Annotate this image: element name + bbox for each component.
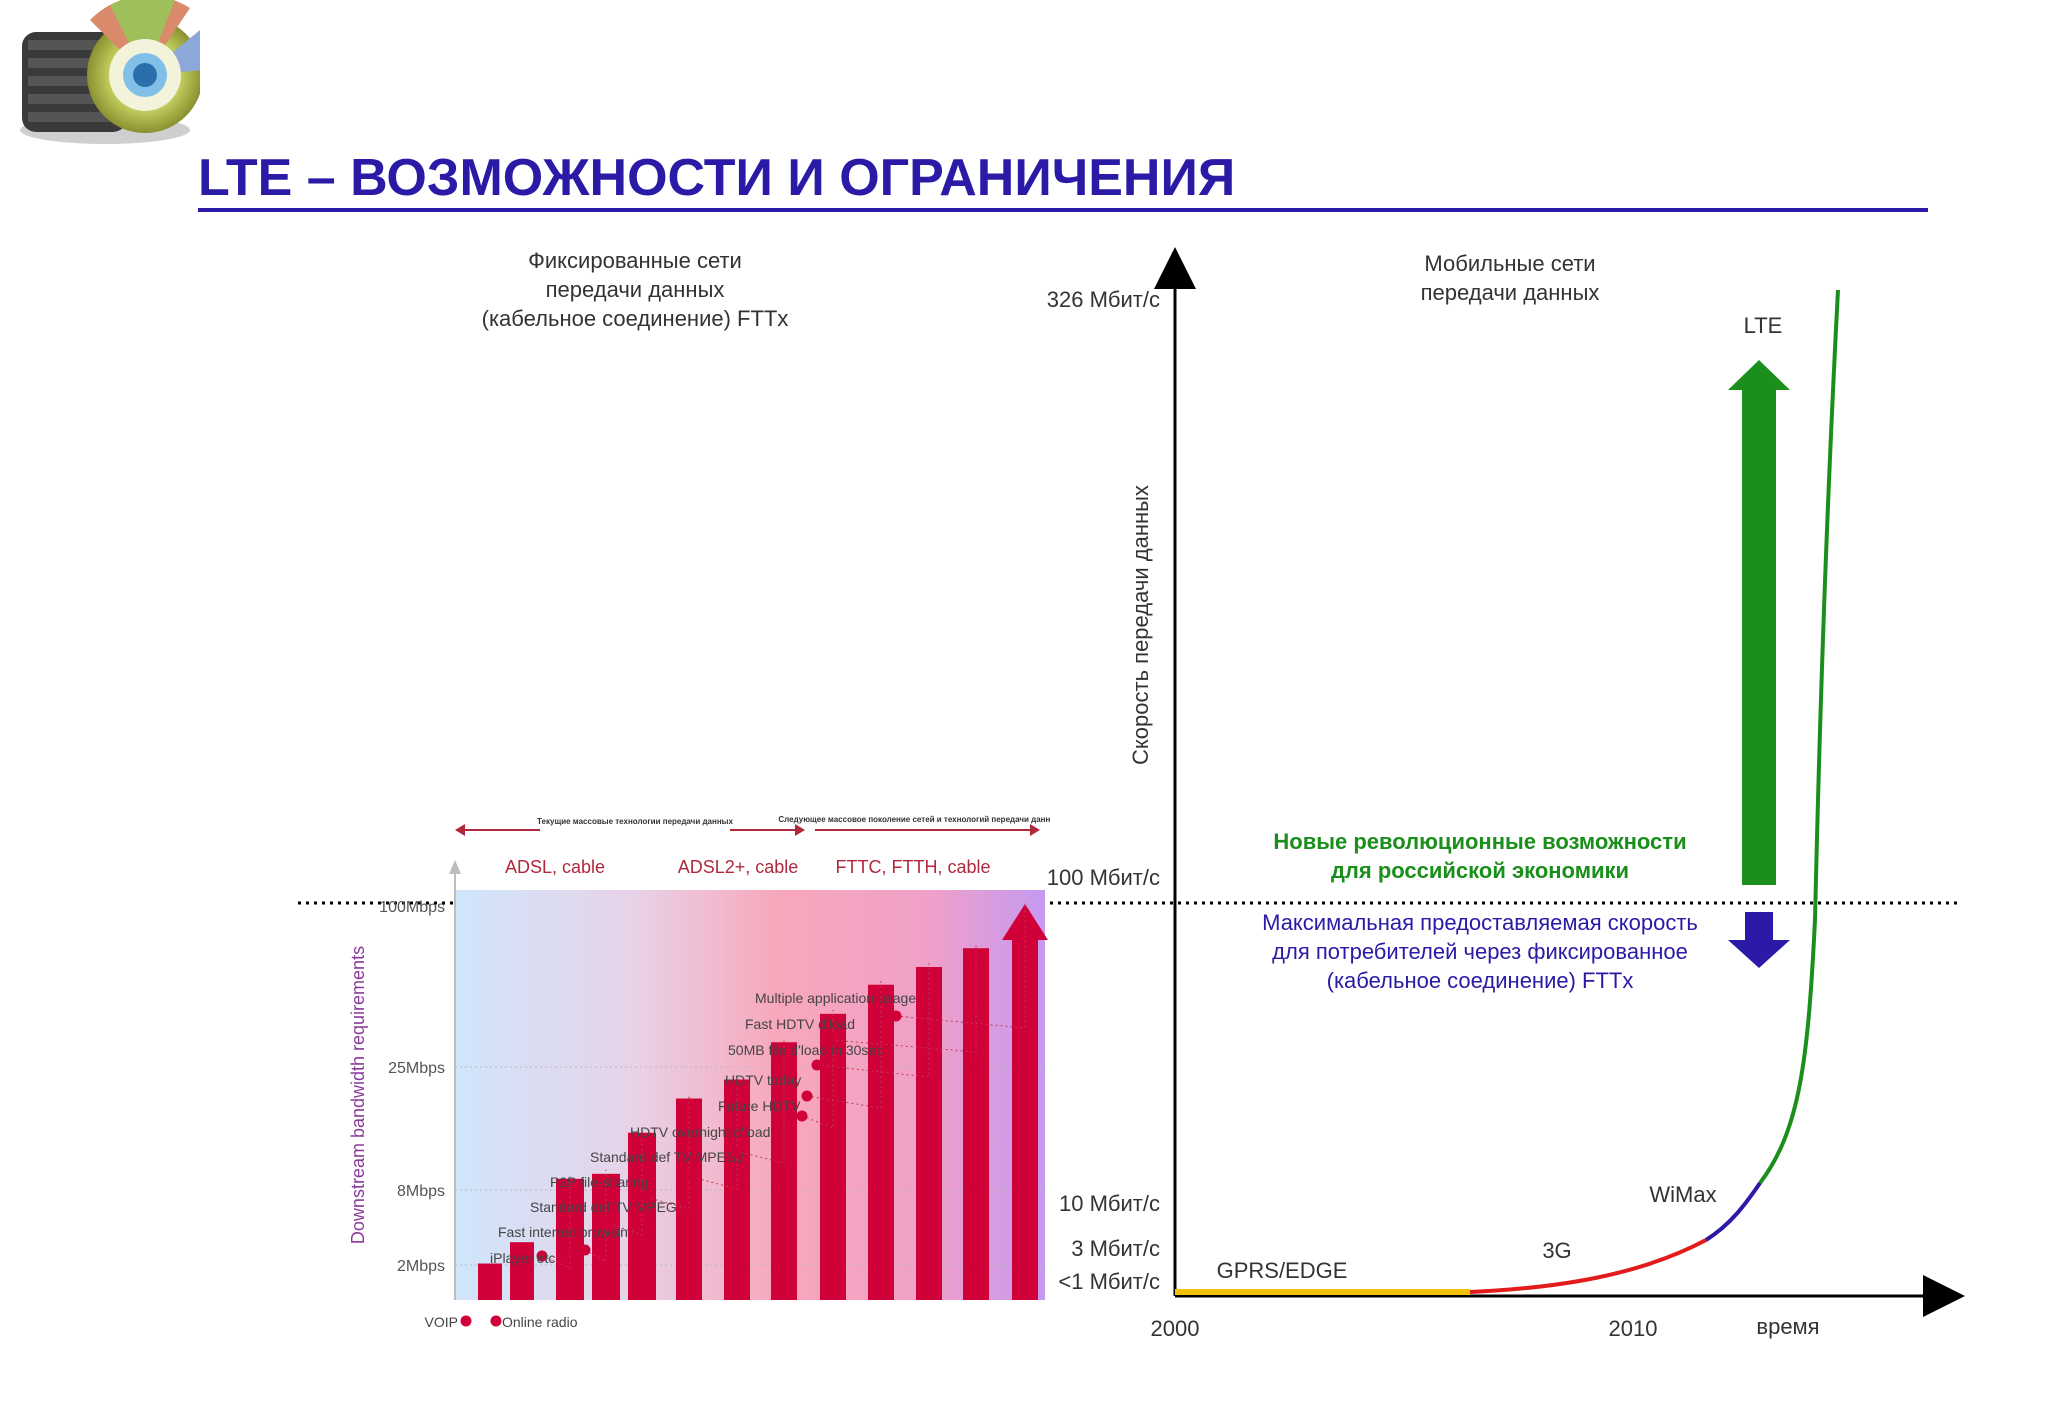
- era-note: Текущие массовые технологии передачи дан…: [537, 817, 733, 826]
- note-line: для российской экономики: [1330, 858, 1630, 883]
- chart-y-axis-arrow-icon: [449, 860, 461, 874]
- bar-label: Fast internet browsing: [498, 1224, 636, 1240]
- bar: [1012, 940, 1038, 1300]
- y-tick-label: 100 Мбит/с: [1047, 865, 1160, 890]
- caption-line: Фиксированные сети: [528, 248, 742, 273]
- segment-label-gprs-edge: GPRS/EDGE: [1217, 1258, 1348, 1283]
- up-arrow-icon: [1728, 360, 1790, 885]
- era-note: Следующее массовое поколение сетей и тех…: [778, 815, 1050, 824]
- bar-label: HDTV today: [725, 1072, 801, 1088]
- era-arrow-head-icon: [1030, 824, 1040, 836]
- segment-label-wimax: WiMax: [1649, 1182, 1716, 1207]
- fixed-bandwidth-chart: 2Mbps 8Mbps 25Mbps 100Mbps Downstream ba…: [348, 815, 1050, 1330]
- y-axis-title: Скорость передачи данных: [1128, 485, 1153, 765]
- note-line: Максимальная предоставляемая скорость: [1262, 910, 1698, 935]
- bar-label: Standard def TV MPEG4: [530, 1199, 685, 1215]
- bar-label: P2P file-sharing: [550, 1174, 649, 1190]
- x-tick-label: 2010: [1609, 1316, 1658, 1341]
- bar-y-tick-label: 2Mbps: [397, 1258, 445, 1275]
- bar-leader-line: [584, 1169, 607, 1263]
- bar-leader-line: [645, 1094, 690, 1210]
- bars-layer: VOIP Online radio iPlayer etc Fast internet…: [425, 902, 1048, 1330]
- era-arrow-head-icon: [795, 824, 805, 836]
- bar-marker-dot: [801, 1090, 813, 1102]
- era-label: ADSL, cable: [505, 857, 605, 877]
- bar-marker-dot: [890, 1010, 902, 1022]
- note-line: Новые революционные возможности: [1273, 829, 1687, 854]
- fixed-networks-caption: Фиксированные сети передачи данных (кабе…: [440, 246, 830, 333]
- y-tick-label: 3 Мбит/с: [1071, 1236, 1160, 1261]
- title-underline: [198, 208, 1928, 212]
- note-line: для потребителей через фиксированное: [1272, 939, 1688, 964]
- x-axis-title: время: [1756, 1314, 1819, 1339]
- bar-marker-dot: [536, 1250, 548, 1262]
- bar-y-tick-label: 100Mbps: [379, 899, 445, 916]
- bar-label: iPlayer etc: [490, 1250, 555, 1266]
- bar-marker-dot: [686, 1171, 698, 1183]
- down-arrow-icon: [1728, 912, 1790, 968]
- bar-leader-line: [735, 1038, 785, 1164]
- bar-label: Standard def TV MPEG2: [590, 1149, 745, 1165]
- bar: [556, 1178, 584, 1300]
- bar-marker-dot: [640, 1191, 652, 1203]
- y-tick-label: <1 Мбит/с: [1058, 1269, 1160, 1294]
- y-tick-label: 326 Мбит/с: [1047, 287, 1160, 312]
- bar: [771, 1042, 797, 1300]
- bar-label: Multiple application usage: [755, 990, 916, 1006]
- bar-label: Fast HDTV d'load: [745, 1016, 855, 1032]
- bar-y-tick-label: 25Mbps: [388, 1060, 445, 1077]
- bar-marker-dot: [730, 1145, 742, 1157]
- bar-marker-dot: [490, 1315, 502, 1327]
- bar-label: VOIP: [425, 1314, 458, 1330]
- era-label: FTTC, FTTH, cable: [835, 857, 990, 877]
- bar-marker-dot: [602, 1217, 614, 1229]
- bar-leader-line: [541, 1174, 571, 1269]
- bar-leader-line: [830, 944, 977, 1053]
- bar: [724, 1079, 750, 1300]
- segment-label-lte: LTE: [1744, 313, 1783, 338]
- y-tick-label: 10 Мбит/с: [1059, 1191, 1160, 1216]
- caption-line: передачи данных: [545, 277, 725, 302]
- segment-wimax: [1704, 1181, 1762, 1242]
- caption-line: передачи данных: [1420, 280, 1600, 305]
- caption-line: (кабельное соединение) FTTx: [481, 306, 789, 331]
- bar-leader-line: [607, 1128, 643, 1236]
- bar-label: HDTV overnight d'load: [630, 1124, 770, 1140]
- note-line: (кабельное соединение) FTTx: [1326, 968, 1634, 993]
- bar-marker-dot: [811, 1059, 823, 1071]
- bar: [478, 1263, 502, 1300]
- bar-label: Online radio: [502, 1314, 578, 1330]
- bar-y-axis-title: Downstream bandwidth requirements: [348, 946, 368, 1244]
- bar-leader-line: [801, 1009, 834, 1129]
- bar-y-tick-label: 8Mbps: [397, 1183, 445, 1200]
- new-opportunities-note: Новые революционные возможности для росс…: [1200, 827, 1760, 885]
- x-tick-label: 2000: [1151, 1316, 1200, 1341]
- bar-marker-dot: [796, 1110, 808, 1122]
- era-note-line: Текущие массовые технологии передачи дан…: [537, 817, 733, 826]
- bar-marker-dot: [579, 1244, 591, 1256]
- era-note-line: Следующее массовое поколение сетей и тех…: [778, 815, 1050, 824]
- bar-leader-line: [691, 1075, 738, 1190]
- segment-label-3g: 3G: [1542, 1238, 1571, 1263]
- bar: [510, 1242, 534, 1300]
- era-arrow-head-icon: [455, 824, 465, 836]
- mobile-networks-caption: Мобильные сети передачи данных: [1390, 249, 1630, 307]
- motor-logo-icon: [20, 0, 200, 144]
- bar: [820, 1013, 846, 1300]
- era-label: ADSL2+, cable: [678, 857, 799, 877]
- bar-marker-dot: [460, 1315, 472, 1327]
- max-fixed-speed-note: Максимальная предоставляемая скорость дл…: [1200, 908, 1760, 995]
- page-title: LTE – ВОЗМОЖНОСТИ И ОГРАНИЧЕНИЯ: [198, 149, 1236, 207]
- bar-marker-dot: [825, 1034, 837, 1046]
- caption-line: Мобильные сети: [1424, 251, 1596, 276]
- segment-3g: [1469, 1238, 1707, 1294]
- bar-label: Future HDTV: [718, 1098, 801, 1114]
- bar: [916, 966, 942, 1300]
- bar-label: 50MB file d'load in 30sec: [728, 1042, 883, 1058]
- segment-lte: [1758, 289, 1840, 1185]
